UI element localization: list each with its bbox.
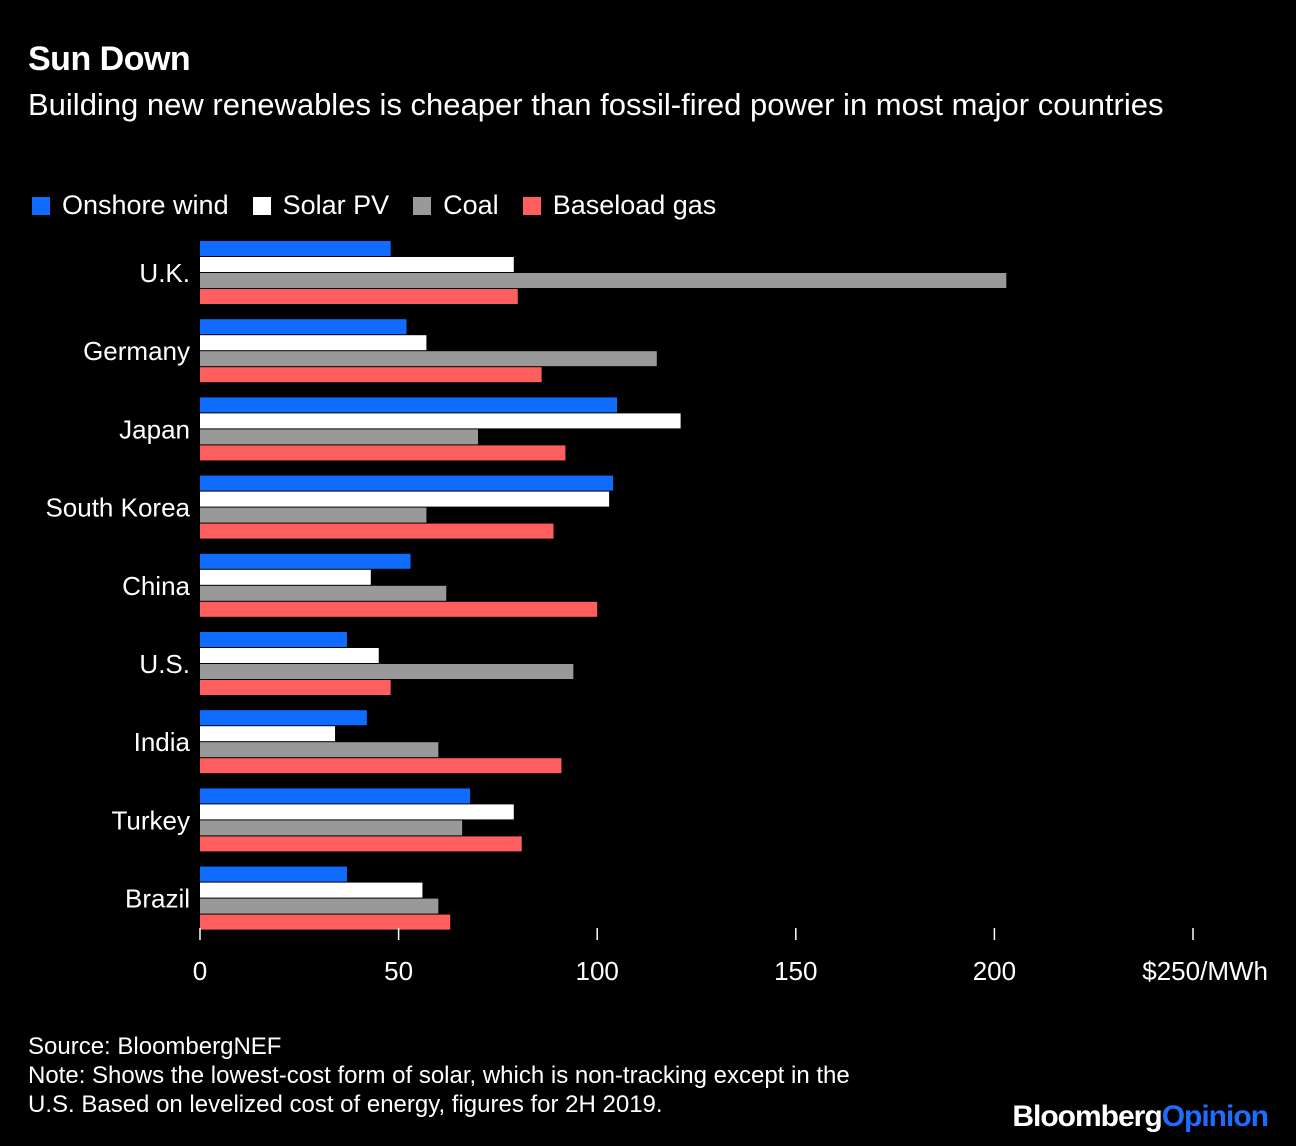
note-line-1: Note: Shows the lowest-cost form of sola… bbox=[28, 1062, 850, 1089]
bar-germany-coal bbox=[200, 351, 657, 367]
bar-brazil-onshore-wind bbox=[200, 866, 347, 882]
legend-item-onshore-wind: Onshore wind bbox=[32, 190, 229, 221]
x-tick-label-50: 50 bbox=[384, 956, 413, 986]
bar-india-onshore-wind bbox=[200, 710, 367, 726]
bar-u-k-onshore-wind bbox=[200, 241, 391, 256]
category-label-germany: Germany bbox=[83, 336, 190, 366]
bar-china-solar-pv bbox=[200, 569, 371, 585]
bar-u-k-baseload-gas bbox=[200, 289, 518, 304]
bar-south-korea-solar-pv bbox=[200, 491, 610, 507]
logo-bloomberg: Bloomberg bbox=[1012, 1100, 1162, 1133]
bar-germany-baseload-gas bbox=[200, 367, 542, 383]
bar-china-onshore-wind bbox=[200, 553, 411, 569]
bar-u-s-baseload-gas bbox=[200, 680, 391, 695]
bar-india-solar-pv bbox=[200, 726, 336, 742]
bar-india-baseload-gas bbox=[200, 758, 562, 774]
bar-chart: U.K. Germany Japan South Korea China U.S. Indi… bbox=[45, 241, 1268, 986]
category-label-turkey: Turkey bbox=[112, 805, 191, 835]
x-tick-label-0: 0 bbox=[193, 956, 207, 986]
legend-label-baseload-gas: Baseload gas bbox=[552, 190, 717, 220]
legend-swatch-onshore-wind bbox=[32, 196, 50, 215]
legend-swatch-solar-pv bbox=[252, 196, 271, 215]
legend-item-coal: Coal bbox=[413, 190, 499, 221]
bar-south-korea-onshore-wind bbox=[200, 475, 614, 491]
bar-brazil-baseload-gas bbox=[200, 914, 451, 930]
bar-germany-onshore-wind bbox=[200, 319, 407, 335]
x-tick-label-200: 200 bbox=[973, 956, 1016, 986]
bar-turkey-coal bbox=[200, 820, 463, 836]
bar-brazil-coal bbox=[200, 898, 439, 914]
bar-turkey-solar-pv bbox=[200, 804, 514, 820]
bar-u-s-solar-pv bbox=[200, 648, 379, 663]
bar-turkey-baseload-gas bbox=[200, 836, 522, 852]
bar-u-k-coal bbox=[200, 273, 1007, 288]
bloomberg-opinion-logo: BloombergOpinion bbox=[1012, 1100, 1269, 1134]
bar-japan-coal bbox=[200, 429, 479, 445]
bar-india-coal bbox=[200, 742, 439, 758]
chart-title: Sun Down bbox=[28, 40, 191, 78]
category-label-u-k: U.K. bbox=[139, 258, 190, 288]
bar-japan-solar-pv bbox=[200, 413, 681, 429]
bar-south-korea-coal bbox=[200, 507, 427, 523]
category-label-china: China bbox=[122, 571, 190, 601]
x-tick-label-150: 150 bbox=[774, 956, 817, 986]
category-label-india: India bbox=[134, 727, 191, 757]
bar-china-coal bbox=[200, 585, 447, 601]
bar-china-baseload-gas bbox=[200, 601, 598, 617]
bar-u-s-coal bbox=[200, 664, 574, 679]
x-tick-label-100: 100 bbox=[576, 956, 619, 986]
bar-japan-baseload-gas bbox=[200, 445, 566, 461]
bar-u-s-onshore-wind bbox=[200, 632, 347, 647]
legend-swatch-coal bbox=[413, 196, 432, 215]
category-label-brazil: Brazil bbox=[125, 884, 190, 914]
source-note: Source: BloombergNEF bbox=[28, 1033, 282, 1060]
bar-turkey-onshore-wind bbox=[200, 788, 471, 804]
note-line-2: U.S. Based on levelized cost of energy, … bbox=[28, 1091, 663, 1118]
bar-germany-solar-pv bbox=[200, 335, 427, 351]
legend-item-solar-pv: Solar PV bbox=[252, 190, 390, 221]
category-label-south-korea: South Korea bbox=[45, 493, 190, 523]
bar-u-k-solar-pv bbox=[200, 257, 514, 272]
legend-label-solar-pv: Solar PV bbox=[282, 190, 390, 220]
bar-brazil-solar-pv bbox=[200, 882, 423, 898]
legend-swatch-baseload-gas bbox=[522, 196, 541, 215]
x-tick-label-250: $250/MWh bbox=[1142, 956, 1268, 986]
legend-label-coal: Coal bbox=[443, 190, 499, 220]
bar-japan-onshore-wind bbox=[200, 397, 618, 413]
legend-item-baseload-gas: Baseload gas bbox=[522, 190, 717, 221]
legend: Onshore wind Solar PV Coal Baseload gas bbox=[32, 190, 740, 221]
bar-south-korea-baseload-gas bbox=[200, 523, 554, 539]
legend-label-onshore-wind: Onshore wind bbox=[62, 190, 229, 220]
category-label-u-s: U.S. bbox=[139, 649, 190, 679]
category-label-japan: Japan bbox=[119, 414, 190, 444]
chart-subtitle: Building new renewables is cheaper than … bbox=[28, 87, 1164, 122]
logo-opinion: Opinion bbox=[1161, 1100, 1269, 1133]
chart-footer: Source: BloombergNEF Note: Shows the low… bbox=[28, 1032, 850, 1119]
